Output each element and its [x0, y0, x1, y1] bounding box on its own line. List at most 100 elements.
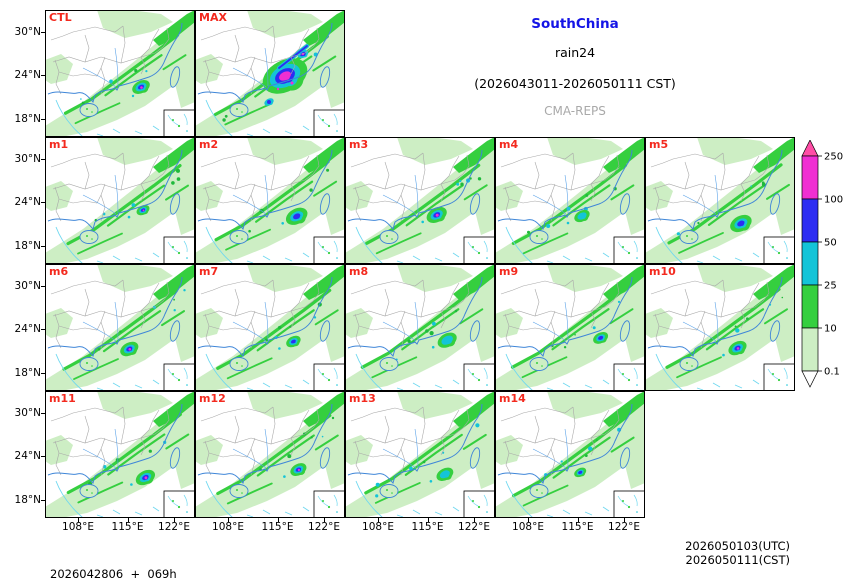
- panel-label: m8: [349, 265, 369, 278]
- lon-tick: [474, 518, 475, 522]
- lon-tick-label: 122°E: [308, 521, 340, 533]
- lon-tick: [277, 518, 279, 522]
- lon-tick: [324, 518, 325, 522]
- panel-label: m4: [499, 138, 519, 151]
- panel-label: m1: [49, 138, 69, 151]
- lat-tick-label: 30°N: [14, 26, 41, 38]
- lat-tick: [41, 32, 45, 33]
- lon-tick-label: 122°E: [608, 521, 640, 533]
- lat-tick-label: 30°N: [14, 280, 41, 292]
- map-panel: m14: [495, 391, 645, 518]
- variable-title: rain24: [554, 45, 596, 60]
- panel-label: m7: [199, 265, 219, 278]
- valid-times: 2026050103(UTC) 2026050111(CST): [685, 539, 790, 567]
- lon-tick-label: 115°E: [561, 521, 594, 533]
- lon-tick-label: 108°E: [512, 521, 544, 533]
- panel-label: m2: [199, 138, 219, 151]
- colorbar-label: 25: [824, 281, 837, 292]
- lat-tick-label: 18°N: [14, 240, 41, 252]
- init-time-1: 2026042806 + 069h: [50, 567, 177, 581]
- panel-label: m11: [49, 392, 76, 405]
- map-panel: m11: [45, 391, 195, 518]
- lat-tick: [41, 500, 45, 501]
- model-name: CMA-REPS: [544, 104, 606, 118]
- map-panel: m1: [45, 137, 195, 264]
- panel-label: CTL: [49, 11, 72, 24]
- precip-map: [645, 264, 795, 391]
- lon-tick-label: 108°E: [362, 521, 394, 533]
- precip-map: [45, 264, 195, 391]
- colorbar-label: 250: [824, 152, 843, 163]
- precip-map: [195, 10, 345, 137]
- precip-map: [495, 137, 645, 264]
- colorbar: 250 100 50 25 10 0.1: [801, 140, 843, 388]
- precip-map: [45, 391, 195, 518]
- lon-tick-label: 108°E: [62, 521, 94, 533]
- map-panel: m4: [495, 137, 645, 264]
- lat-tick-label: 24°N: [14, 196, 41, 208]
- panel-label: m5: [649, 138, 669, 151]
- lat-tick-label: 18°N: [14, 113, 41, 125]
- precip-map: [345, 391, 495, 518]
- precip-map: [195, 137, 345, 264]
- lat-tick-label: 24°N: [14, 323, 41, 335]
- map-panel: m13: [345, 391, 495, 518]
- map-panel: CTL: [45, 10, 195, 137]
- map-panel: m5: [645, 137, 795, 264]
- lat-tick-label: 24°N: [14, 69, 41, 81]
- lat-tick: [41, 413, 45, 414]
- lon-tick: [127, 518, 129, 522]
- valid-period: (2026043011-2026050111 CST): [474, 76, 676, 91]
- panel-label: m3: [349, 138, 369, 151]
- lat-tick: [41, 119, 45, 120]
- valid-cst: 2026050111(CST): [685, 553, 791, 567]
- lat-tick-label: 30°N: [14, 153, 41, 165]
- lat-tick: [41, 329, 45, 330]
- lat-tick-label: 18°N: [14, 494, 41, 506]
- precip-map: [45, 137, 195, 264]
- valid-utc: 2026050103(UTC): [685, 539, 790, 553]
- map-panel: m12: [195, 391, 345, 518]
- map-panel: m2: [195, 137, 345, 264]
- region-title: SouthChina: [531, 16, 619, 32]
- precip-map: [495, 264, 645, 391]
- colorbar-label: 100: [824, 195, 843, 206]
- map-panel: m8: [345, 264, 495, 391]
- map-panel: m7: [195, 264, 345, 391]
- panel-label: m13: [349, 392, 376, 405]
- map-panel: MAX: [195, 10, 345, 137]
- lat-tick: [41, 75, 45, 76]
- panel-label: m10: [649, 265, 676, 278]
- lat-tick-label: 24°N: [14, 450, 41, 462]
- panel-label: MAX: [199, 11, 227, 24]
- precip-map: [45, 10, 195, 137]
- precip-map: [495, 391, 645, 518]
- lat-tick: [41, 159, 45, 160]
- map-panel: m6: [45, 264, 195, 391]
- lat-tick: [41, 246, 45, 247]
- lon-tick: [228, 518, 229, 522]
- lon-tick-label: 122°E: [458, 521, 490, 533]
- lon-tick-label: 115°E: [261, 521, 294, 533]
- colorbar-label: 50: [824, 238, 837, 249]
- panel-label: m6: [49, 265, 69, 278]
- precip-map: [195, 264, 345, 391]
- lon-tick: [624, 518, 625, 522]
- lon-tick-label: 122°E: [158, 521, 190, 533]
- title-block: SouthChina rain24 (2026043011-2026050111…: [360, 16, 790, 118]
- colorbar-label: 10: [824, 324, 837, 335]
- lon-tick-label: 108°E: [212, 521, 244, 533]
- lat-tick: [41, 202, 45, 203]
- lon-tick: [528, 518, 529, 522]
- lon-tick: [427, 518, 429, 522]
- lon-tick: [577, 518, 579, 522]
- precip-map: [645, 137, 795, 264]
- lat-tick: [41, 286, 45, 287]
- panel-label: m14: [499, 392, 526, 405]
- precip-map: [345, 264, 495, 391]
- panel-label: m9: [499, 265, 519, 278]
- map-panel: m10: [645, 264, 795, 391]
- lon-tick-label: 115°E: [411, 521, 444, 533]
- map-panel: m9: [495, 264, 645, 391]
